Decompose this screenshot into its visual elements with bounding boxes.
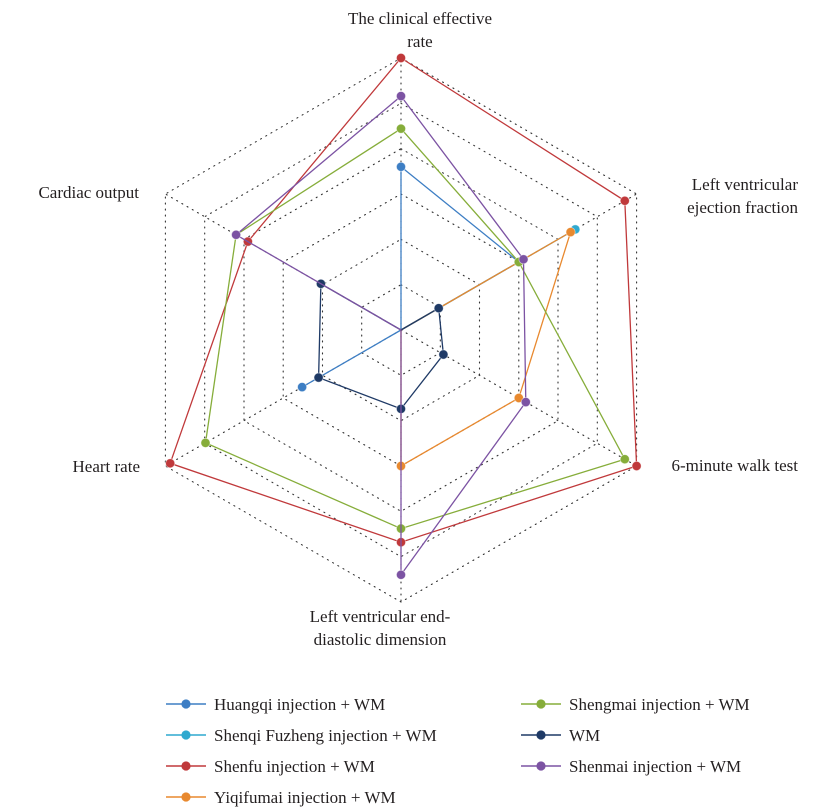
axis-label-line: The clinical effective <box>348 9 492 28</box>
legend-item: Huangqi injection + WM <box>166 695 385 714</box>
legend-swatch-marker <box>536 699 546 709</box>
data-point <box>565 227 576 238</box>
series-4 <box>200 123 630 534</box>
legend-label: WM <box>569 726 600 745</box>
axis-label-line: ejection fraction <box>687 198 798 217</box>
legend-label: Shenmai injection + WM <box>569 757 741 776</box>
series-3 <box>395 227 576 471</box>
axis-label-line: Cardiac output <box>38 183 139 202</box>
legend: Huangqi injection + WM Shenqi Fuzheng inj… <box>166 695 750 807</box>
axis-label-line: rate <box>407 32 432 51</box>
legend-item: Shenfu injection + WM <box>166 757 375 776</box>
legend-swatch-marker <box>536 730 546 740</box>
data-point <box>520 397 531 408</box>
data-point <box>395 123 406 134</box>
legend-item: Shengmai injection + WM <box>521 695 750 714</box>
legend-item: WM <box>521 726 600 745</box>
data-point <box>395 569 406 580</box>
data-point <box>165 458 176 469</box>
data-point <box>619 195 630 206</box>
legend-swatch-marker <box>181 792 191 802</box>
series-0 <box>297 161 524 393</box>
axis-label: Left ventricular end-diastolic dimension <box>310 607 451 649</box>
legend-label: Shenfu injection + WM <box>214 757 375 776</box>
axis-label-line: diastolic dimension <box>314 630 447 649</box>
series-line <box>400 230 572 468</box>
series-line <box>204 127 626 530</box>
axis-label-line: 6-minute walk test <box>671 456 798 475</box>
axis-label-line: Left ventricular <box>692 175 799 194</box>
legend-label: Huangqi injection + WM <box>214 695 385 714</box>
data-point <box>395 91 406 102</box>
data-point <box>433 303 444 314</box>
axis-label: Heart rate <box>73 457 140 476</box>
data-point <box>438 349 449 360</box>
data-point <box>518 254 529 265</box>
legend-swatch-marker <box>181 730 191 740</box>
legend-item: Yiqifumai injection + WM <box>166 788 396 807</box>
axis-label: Cardiac output <box>38 183 139 202</box>
series-line <box>301 165 520 388</box>
data-point <box>395 161 406 172</box>
data-point <box>200 437 211 448</box>
legend-swatch-marker <box>536 761 546 771</box>
legend-item: Shenqi Fuzheng injection + WM <box>166 726 437 745</box>
data-point <box>297 382 308 393</box>
series-5 <box>313 278 449 414</box>
data-point <box>231 229 242 240</box>
series-line <box>317 282 445 410</box>
data-point <box>619 454 630 465</box>
axis-label: Left ventricular ejection fraction <box>687 175 798 217</box>
axis-labels: The clinical effective rate Left ventricul… <box>38 9 798 649</box>
axis-label: 6-minute walk test <box>671 456 798 475</box>
data-point <box>395 53 406 64</box>
data-point <box>313 372 324 383</box>
series-6 <box>231 91 531 580</box>
axis-label-line: Left ventricular end- <box>310 607 451 626</box>
data-point <box>631 460 642 471</box>
legend-label: Yiqifumai injection + WM <box>214 788 396 807</box>
axis-label-line: Heart rate <box>73 457 140 476</box>
axis-label: The clinical effective rate <box>348 9 492 51</box>
legend-label: Shengmai injection + WM <box>569 695 750 714</box>
grid-ring <box>164 57 638 603</box>
legend-swatch-marker <box>181 761 191 771</box>
radar-series <box>165 53 642 580</box>
legend-item: Shenmai injection + WM <box>521 757 741 776</box>
legend-swatch-marker <box>181 699 191 709</box>
legend-label: Shenqi Fuzheng injection + WM <box>214 726 437 745</box>
